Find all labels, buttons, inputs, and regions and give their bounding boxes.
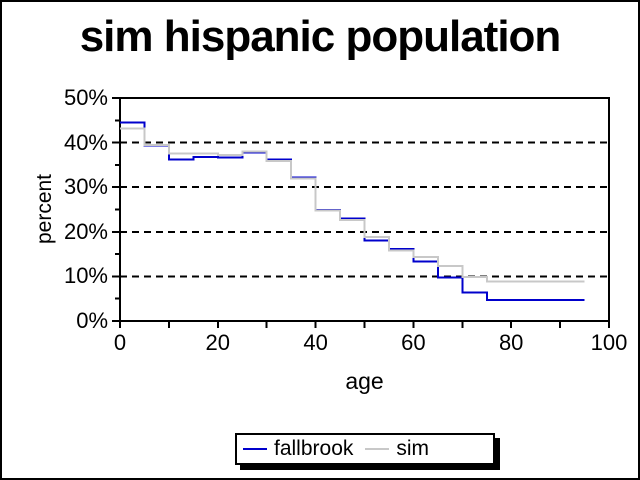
legend-line-sim-icon [365,448,390,450]
y-tick-label: 0% [76,308,108,333]
y-tick-label: 30% [63,174,108,200]
y-tick-label: 50% [63,85,108,110]
legend-line-fallbrook-icon [243,448,267,450]
legend-label-sim: sim [396,437,430,460]
y-tick-label: 20% [63,218,108,244]
chart-title: sim hispanic population [79,12,562,61]
legend-label-fallbrook: fallbrook [274,437,354,460]
x-tick-label: 40 [303,330,328,355]
x-tick-label: 0 [113,330,127,355]
plot-frame [119,97,610,322]
x-axis-title: age [345,368,384,394]
series-sim [120,127,585,283]
series-fallbrook [120,121,585,302]
x-tick-label: 20 [205,330,231,355]
y-tick-label: 10% [63,263,108,289]
y-tick-label: 40% [63,129,108,155]
x-tick-label: 80 [498,330,524,355]
x-tick-label: 60 [401,330,426,355]
x-tick-label: 100 [590,330,628,355]
legend: fallbrook sim [235,433,495,465]
